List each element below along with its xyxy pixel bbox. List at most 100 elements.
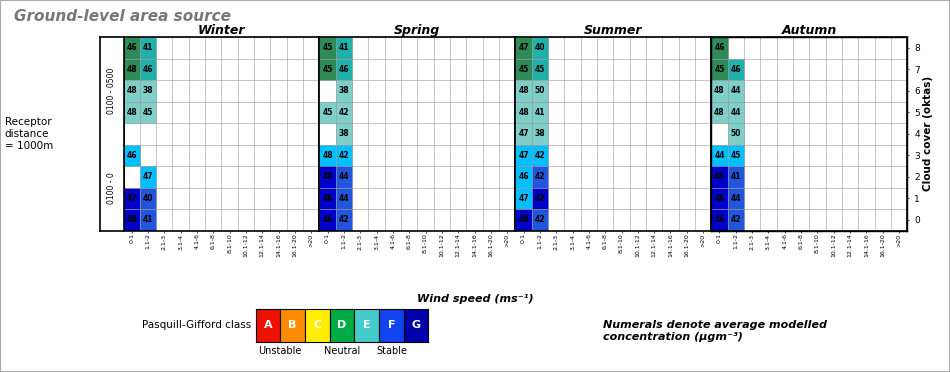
Bar [140, 166, 156, 187]
Text: 48: 48 [322, 151, 332, 160]
Text: E: E [363, 321, 371, 330]
Title: Summer: Summer [584, 24, 642, 37]
Text: 38: 38 [142, 86, 153, 96]
Bar [728, 166, 744, 187]
Bar [532, 209, 548, 231]
Bar [515, 187, 532, 209]
Text: 42: 42 [731, 215, 741, 224]
Text: 48: 48 [714, 108, 725, 117]
Text: 50: 50 [731, 129, 741, 138]
Bar [515, 102, 532, 123]
Text: 48: 48 [126, 215, 137, 224]
Text: Wind speed (ms⁻¹): Wind speed (ms⁻¹) [417, 295, 533, 304]
Bar [335, 187, 352, 209]
Bar [728, 209, 744, 231]
Text: 41: 41 [142, 215, 153, 224]
Bar [335, 59, 352, 80]
Text: 47: 47 [519, 44, 529, 52]
Bar [515, 123, 532, 145]
Bar [728, 187, 744, 209]
Text: 46: 46 [339, 65, 350, 74]
Text: 48: 48 [519, 86, 529, 96]
Bar [532, 59, 548, 80]
Bar [712, 37, 728, 59]
Text: Ground-level area source: Ground-level area source [14, 9, 231, 24]
Text: 46: 46 [126, 44, 137, 52]
Text: 47: 47 [126, 194, 137, 203]
Bar [532, 37, 548, 59]
Text: Receptor
distance
= 1000m: Receptor distance = 1000m [5, 117, 53, 151]
Bar [728, 123, 744, 145]
Text: 44: 44 [731, 194, 741, 203]
Text: 48: 48 [714, 86, 725, 96]
Bar [335, 37, 352, 59]
Text: 45: 45 [142, 108, 153, 117]
Bar [712, 187, 728, 209]
Text: 42: 42 [535, 215, 545, 224]
Title: Autumn: Autumn [782, 24, 837, 37]
Text: 48: 48 [519, 108, 529, 117]
Text: 48: 48 [519, 215, 529, 224]
Bar [515, 59, 532, 80]
Text: 46: 46 [731, 65, 741, 74]
Text: 40: 40 [535, 44, 545, 52]
Text: D: D [337, 321, 347, 330]
Bar [319, 209, 335, 231]
Text: 46: 46 [126, 151, 137, 160]
Text: 48: 48 [126, 86, 137, 96]
Bar [532, 102, 548, 123]
Text: 48: 48 [126, 65, 137, 74]
Bar [515, 37, 532, 59]
Bar [335, 80, 352, 102]
Text: 44: 44 [339, 172, 350, 182]
Text: 47: 47 [519, 151, 529, 160]
Bar [532, 80, 548, 102]
Text: C: C [314, 321, 321, 330]
Bar [712, 59, 728, 80]
Bar [515, 209, 532, 231]
Text: B: B [289, 321, 296, 330]
Bar [728, 102, 744, 123]
Bar [319, 59, 335, 80]
Bar [532, 123, 548, 145]
Text: 38: 38 [338, 129, 350, 138]
Text: 38: 38 [535, 129, 545, 138]
Bar [728, 145, 744, 166]
Bar [124, 187, 140, 209]
Bar [140, 187, 156, 209]
Text: 42: 42 [535, 194, 545, 203]
Bar [124, 80, 140, 102]
Bar [515, 166, 532, 187]
Bar [140, 80, 156, 102]
Text: 46: 46 [519, 172, 529, 182]
Text: 45: 45 [519, 65, 529, 74]
Bar [515, 80, 532, 102]
Text: 45: 45 [714, 65, 725, 74]
Text: 46: 46 [322, 194, 332, 203]
Text: 45: 45 [322, 65, 332, 74]
Text: 44: 44 [731, 86, 741, 96]
Text: 40: 40 [142, 194, 153, 203]
Bar [712, 145, 728, 166]
Text: 42: 42 [535, 151, 545, 160]
Bar [140, 209, 156, 231]
Text: 47: 47 [519, 194, 529, 203]
Text: Pasquill-Gifford class: Pasquill-Gifford class [142, 321, 251, 330]
Text: G: G [411, 321, 421, 330]
Bar [532, 145, 548, 166]
Bar [319, 37, 335, 59]
Bar [124, 59, 140, 80]
Text: 44: 44 [339, 194, 350, 203]
Text: 48: 48 [322, 172, 332, 182]
Bar [124, 37, 140, 59]
Bar [712, 166, 728, 187]
Text: 48: 48 [126, 108, 137, 117]
Text: 0100 - 0500: 0100 - 0500 [107, 68, 116, 114]
Text: A: A [263, 321, 273, 330]
Text: 45: 45 [535, 65, 545, 74]
Bar [124, 209, 140, 231]
Bar [124, 102, 140, 123]
Text: 47: 47 [519, 129, 529, 138]
Bar [335, 166, 352, 187]
Bar [712, 102, 728, 123]
